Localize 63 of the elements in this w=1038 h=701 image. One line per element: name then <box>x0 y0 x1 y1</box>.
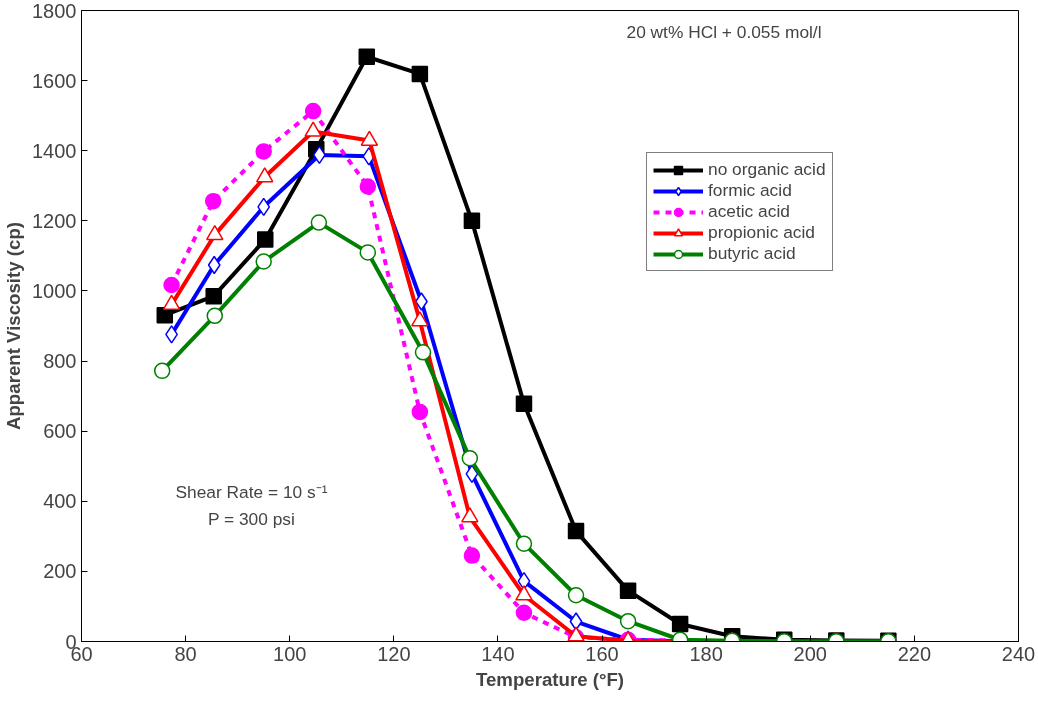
point <box>358 48 376 66</box>
y-tick-label: 1200 <box>32 209 77 232</box>
point <box>515 585 533 601</box>
point <box>461 507 479 523</box>
y-tick-label: 1800 <box>32 0 77 22</box>
point <box>255 143 272 160</box>
point <box>671 615 689 633</box>
point <box>411 403 429 421</box>
point <box>569 612 583 631</box>
point <box>619 582 637 599</box>
point <box>206 307 224 325</box>
point <box>205 287 222 305</box>
point <box>153 362 171 380</box>
point <box>515 395 533 413</box>
point <box>359 244 377 261</box>
x-tick-label: 80 <box>174 642 197 665</box>
point <box>257 197 271 217</box>
x-tick-label: 100 <box>273 642 307 665</box>
point <box>414 344 432 361</box>
point <box>461 449 479 467</box>
y-axis-title: Apparent Viscosity (cp) <box>3 221 25 431</box>
point <box>567 522 585 540</box>
legend-label: formic acid <box>708 180 792 201</box>
point <box>310 214 328 231</box>
legend-label: no organic acid <box>708 159 826 180</box>
point <box>163 276 180 294</box>
point <box>207 255 221 275</box>
point <box>463 212 481 230</box>
point <box>465 464 479 484</box>
point <box>619 612 637 630</box>
x-tick-label: 180 <box>689 642 723 665</box>
y-tick-label: 1400 <box>32 139 77 162</box>
y-tick-label: 400 <box>43 490 77 513</box>
point <box>255 253 272 270</box>
y-tick-label: 200 <box>43 560 77 583</box>
point <box>204 192 222 210</box>
y-tick-label: 600 <box>43 420 77 443</box>
x-tick-label: 220 <box>897 642 932 665</box>
x-tick-label: 120 <box>377 642 411 665</box>
point <box>312 145 326 165</box>
point <box>411 65 429 83</box>
legend-label: propionic acid <box>708 222 815 243</box>
y-tick-label: 1000 <box>32 279 77 302</box>
point <box>411 311 429 327</box>
point <box>359 178 377 195</box>
x-axis-title: Temperature (°F) <box>475 668 625 690</box>
annotation: P = 300 psi <box>207 508 295 529</box>
legend-label: butyric acid <box>708 243 796 264</box>
point <box>304 102 322 120</box>
y-tick-label: 800 <box>43 350 77 373</box>
x-tick-label: 160 <box>585 642 619 665</box>
point <box>257 231 274 248</box>
annotation: Shear Rate = 10 s⁻¹ <box>175 481 328 502</box>
annotation: 20 wt% HCl + 0.055 mol/l <box>626 21 822 42</box>
point <box>515 604 533 621</box>
x-tick-label: 240 <box>1001 642 1036 665</box>
point <box>515 535 533 552</box>
y-tick-label: 1600 <box>32 69 77 92</box>
x-tick-label: 140 <box>481 642 515 665</box>
point <box>463 547 481 564</box>
x-tick-label: 200 <box>793 642 827 665</box>
point <box>567 586 585 604</box>
legend-label: acetic acid <box>708 201 790 222</box>
